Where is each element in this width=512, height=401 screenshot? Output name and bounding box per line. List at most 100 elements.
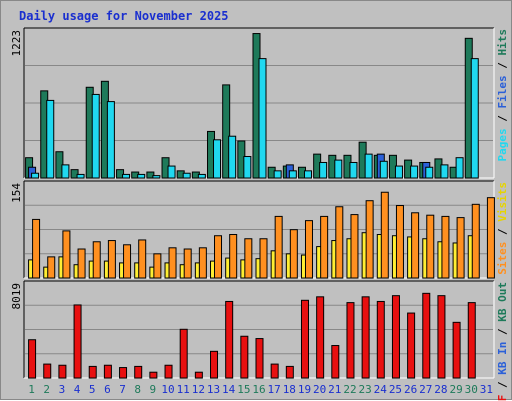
visits-side-label: Sites / Visits <box>496 182 509 275</box>
bar-kbytes-kb-f <box>210 350 219 379</box>
bar-hits-files <box>319 161 328 179</box>
bar-kbytes-kb-f <box>164 364 173 379</box>
side-label-part: Visits <box>496 182 509 222</box>
bar-visits-sites <box>274 215 283 279</box>
side-label-part: / <box>496 375 509 395</box>
day-label: 2 <box>43 383 50 396</box>
day-label: 8 <box>134 383 141 396</box>
bar-hits-files <box>61 164 70 179</box>
bar-visits-sites <box>138 239 147 279</box>
bar-kbytes-kb-f <box>240 335 249 379</box>
bar-visits-sites <box>92 241 101 279</box>
day-label: 25 <box>389 383 402 396</box>
visits-ymax-label: 154 <box>10 183 23 203</box>
bar-hits-files <box>410 165 419 179</box>
day-label: 22 <box>343 383 356 396</box>
side-label-part: Pages <box>496 128 509 161</box>
bar-hits-files <box>197 173 206 179</box>
chart-title: Daily usage for November 2025 <box>19 9 229 23</box>
bar-visits-sites <box>107 240 116 279</box>
kbytes-ymax-label: 8019 <box>10 283 23 310</box>
day-label: 29 <box>449 383 462 396</box>
day-label: 12 <box>192 383 205 396</box>
bar-visits-sites <box>47 256 56 279</box>
bar-visits-sites <box>350 214 359 279</box>
bar-kbytes-kb-f <box>285 365 294 379</box>
bar-kbytes-kb-f <box>28 339 37 379</box>
bar-hits-files <box>470 58 479 179</box>
bar-kbytes-kb-f <box>73 304 82 379</box>
bar-visits-sites <box>411 212 420 279</box>
bar-hits-files <box>364 153 373 179</box>
day-label: 1 <box>28 383 35 396</box>
day-label: 27 <box>419 383 432 396</box>
bar-visits-sites <box>123 244 132 279</box>
day-label: 21 <box>328 383 341 396</box>
bar-kbytes-kb-f <box>300 299 309 379</box>
bar-visits-sites <box>441 215 450 279</box>
bar-visits-sites <box>168 247 177 279</box>
day-label: 5 <box>89 383 96 396</box>
bar-kbytes-kb-f <box>270 363 279 379</box>
day-label: 13 <box>207 383 220 396</box>
bar-visits-sites <box>486 197 495 279</box>
bar-hits-files <box>182 172 191 179</box>
day-label: 15 <box>237 383 250 396</box>
bar-kbytes-kb-f <box>179 328 188 379</box>
day-label: 6 <box>104 383 111 396</box>
bar-visits-sites <box>62 230 71 279</box>
day-label: 24 <box>374 383 388 396</box>
bar-kbytes-kb-f <box>437 295 446 379</box>
bar-kbytes-kb-f <box>194 371 203 379</box>
bar-visits-sites <box>198 247 207 279</box>
bar-hits-files <box>288 170 297 179</box>
hits-side-label: Pages / Files / Hits <box>496 29 509 162</box>
day-label: 18 <box>283 383 296 396</box>
bar-hits-hits <box>70 169 79 179</box>
bar-hits-files <box>76 173 85 179</box>
bar-hits-files <box>394 165 403 179</box>
bar-kbytes-kb-f <box>391 295 400 379</box>
bar-hits-files <box>167 165 176 179</box>
bar-visits-sites <box>380 191 389 279</box>
bar-kbytes-kb-f <box>88 365 97 379</box>
day-label: 14 <box>222 383 236 396</box>
bar-hits-files <box>213 139 222 179</box>
bar-hits-files <box>258 58 267 179</box>
bar-kbytes-kb-f <box>103 364 112 379</box>
bar-hits-files <box>455 157 464 179</box>
side-label-part: KB Out <box>496 282 509 322</box>
bar-kbytes-kb-f <box>376 300 385 379</box>
bar-kbytes-kb-f <box>331 345 340 379</box>
bar-visits-sites <box>471 203 480 279</box>
bar-kbytes-kb-f <box>361 296 370 379</box>
day-label: 17 <box>268 383 281 396</box>
bar-hits-hits <box>222 84 231 179</box>
bar-hits-files <box>379 160 388 179</box>
bar-kbytes-kb-f <box>452 321 461 379</box>
day-label: 28 <box>434 383 447 396</box>
day-label: 7 <box>119 383 126 396</box>
day-label: 3 <box>59 383 66 396</box>
hits-ymax-label: 1223 <box>10 30 23 57</box>
bar-visits-sites <box>456 217 465 279</box>
bar-hits-files <box>122 173 131 179</box>
bar-visits-sites <box>244 238 253 279</box>
bar-hits-files <box>440 164 449 179</box>
bar-kbytes-kb-f <box>119 367 128 379</box>
bar-kbytes-kb-f <box>58 364 67 379</box>
bar-kbytes-kb-f <box>346 302 355 379</box>
bar-hits-hits <box>116 169 125 179</box>
bar-kbytes-kb-f <box>255 338 264 379</box>
day-label: 19 <box>298 383 311 396</box>
bar-hits-files <box>91 93 100 179</box>
side-label-part: Sites <box>496 242 509 275</box>
bar-kbytes-kb-f <box>149 371 158 379</box>
bar-hits-files <box>228 135 237 179</box>
bar-visits-sites <box>259 238 268 279</box>
bar-hits-files <box>425 166 434 179</box>
bar-visits-sites <box>32 218 41 279</box>
bar-visits-sites <box>229 234 238 279</box>
day-label: 30 <box>465 383 478 396</box>
